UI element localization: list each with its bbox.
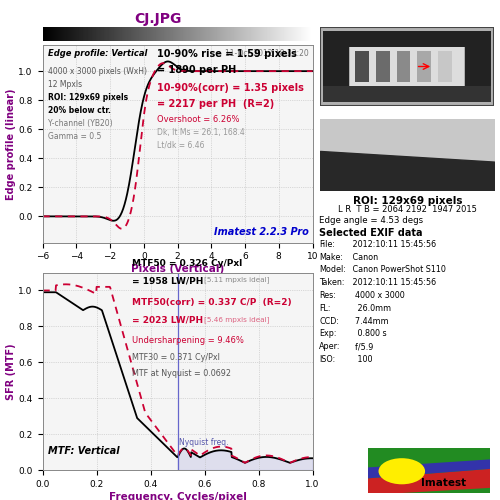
Text: L R  T B = 2064 2192  1947 2015: L R T B = 2064 2192 1947 2015 — [338, 205, 477, 214]
Text: 26.0mm: 26.0mm — [350, 304, 391, 313]
Text: Y-channel (YB20): Y-channel (YB20) — [48, 119, 112, 128]
Text: = 1890 per PH: = 1890 per PH — [157, 66, 236, 76]
Bar — [438, 50, 452, 82]
Text: Nyquist freq.: Nyquist freq. — [179, 438, 228, 446]
Text: = 2217 per PH  (R=2): = 2217 per PH (R=2) — [157, 98, 274, 108]
Text: 4000 x 3000 pixels (WxH): 4000 x 3000 pixels (WxH) — [48, 67, 146, 76]
Ellipse shape — [378, 458, 425, 484]
Bar — [368, 492, 490, 495]
Y-axis label: Edge profile (linear): Edge profile (linear) — [6, 88, 16, 200]
Text: Canon PowerShot S110: Canon PowerShot S110 — [350, 266, 446, 274]
Text: Edge profile: Vertical: Edge profile: Vertical — [48, 50, 147, 58]
Text: Canon: Canon — [350, 253, 378, 262]
Bar — [418, 50, 432, 82]
Text: File:: File: — [319, 240, 335, 249]
Text: Gamma = 0.5: Gamma = 0.5 — [48, 132, 101, 141]
Text: MTF at Nyquist = 0.0692: MTF at Nyquist = 0.0692 — [132, 370, 230, 378]
Text: Make:: Make: — [319, 253, 343, 262]
Text: = 1958 LW/PH: = 1958 LW/PH — [132, 276, 203, 285]
Text: Edge angle = 4.53 degs: Edge angle = 4.53 degs — [319, 216, 423, 225]
Bar — [355, 50, 368, 82]
Text: MTF30 = 0.371 Cy/Pxl: MTF30 = 0.371 Cy/Pxl — [132, 354, 220, 362]
Bar — [376, 50, 390, 82]
Text: 10-90% rise = 1.59 pixels: 10-90% rise = 1.59 pixels — [157, 50, 297, 59]
Text: FL:: FL: — [319, 304, 330, 313]
Bar — [466, 31, 491, 102]
Text: ROI: 129x69 pixels: ROI: 129x69 pixels — [353, 196, 462, 206]
Text: 7.44mm: 7.44mm — [350, 316, 389, 326]
Bar — [322, 31, 348, 102]
Text: 10-90%(corr) = 1.35 pixels: 10-90%(corr) = 1.35 pixels — [157, 83, 304, 93]
Text: 11-Oct-2012 18:33:20: 11-Oct-2012 18:33:20 — [226, 50, 309, 58]
Text: MTF50 = 0.326 Cy/Pxl: MTF50 = 0.326 Cy/Pxl — [132, 258, 242, 268]
Bar — [396, 50, 410, 82]
Text: Imatest: Imatest — [421, 478, 466, 488]
Text: Aper:: Aper: — [319, 342, 340, 351]
Text: Model:: Model: — [319, 266, 346, 274]
Polygon shape — [368, 460, 490, 478]
Text: Taken:: Taken: — [319, 278, 344, 287]
Text: Imatest 2.2.3 Pro: Imatest 2.2.3 Pro — [214, 226, 309, 236]
X-axis label: Pixels (Vertical): Pixels (Vertical) — [131, 264, 224, 274]
Text: 0.800 s: 0.800 s — [350, 330, 387, 338]
Text: 2012:10:11 15:45:56: 2012:10:11 15:45:56 — [350, 278, 436, 287]
Text: Dk, lt Ms = 26.1, 168.4: Dk, lt Ms = 26.1, 168.4 — [157, 128, 245, 137]
Text: Exp:: Exp: — [319, 330, 336, 338]
Text: Overshoot = 6.26%: Overshoot = 6.26% — [157, 114, 240, 124]
Text: f/5.9: f/5.9 — [350, 342, 374, 351]
Text: MTF50(corr) = 0.337 C/P  (R=2): MTF50(corr) = 0.337 C/P (R=2) — [132, 298, 291, 307]
Text: 12 Mpxls: 12 Mpxls — [48, 80, 82, 89]
Text: Undersharpening = 9.46%: Undersharpening = 9.46% — [132, 336, 244, 344]
Y-axis label: SFR (MTF): SFR (MTF) — [6, 343, 16, 400]
Text: CJ.JPG: CJ.JPG — [134, 12, 181, 26]
X-axis label: Frequency, Cycles/pixel: Frequency, Cycles/pixel — [108, 492, 246, 500]
Text: Selected EXIF data: Selected EXIF data — [319, 228, 422, 237]
Text: 100: 100 — [350, 355, 372, 364]
Text: Res:: Res: — [319, 291, 336, 300]
Text: MTF: Vertical: MTF: Vertical — [48, 446, 120, 456]
Polygon shape — [368, 469, 490, 495]
Text: [5.46 mpxls ideal]: [5.46 mpxls ideal] — [204, 316, 270, 322]
Text: [5.11 mpxls ideal]: [5.11 mpxls ideal] — [204, 276, 270, 283]
Bar — [350, 47, 465, 86]
Text: = 2023 LW/PH: = 2023 LW/PH — [132, 316, 202, 325]
Bar — [322, 86, 492, 102]
Text: ROI: 129x69 pixels: ROI: 129x69 pixels — [48, 93, 128, 102]
Bar — [322, 31, 492, 46]
Text: 20% below ctr.: 20% below ctr. — [48, 106, 110, 115]
Text: CCD:: CCD: — [319, 316, 339, 326]
Text: 4000 x 3000: 4000 x 3000 — [350, 291, 405, 300]
Text: 2012:10:11 15:45:56: 2012:10:11 15:45:56 — [350, 240, 436, 249]
Text: ISO:: ISO: — [319, 355, 335, 364]
Text: Lt/dk = 6.46: Lt/dk = 6.46 — [157, 141, 205, 150]
